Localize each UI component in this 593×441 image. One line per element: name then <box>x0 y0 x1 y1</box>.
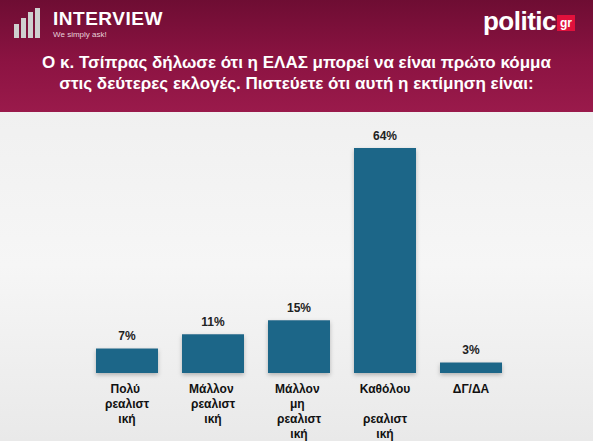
svg-text:ική: ική <box>376 427 393 441</box>
svg-text:ρεαλιστ: ρεαλιστ <box>277 412 322 426</box>
svg-text:ρεαλιστ: ρεαλιστ <box>191 397 236 411</box>
html-text:Ο κ. Τσίπρας δήλωσε ότι η ΕΛΑΣ: Ο κ. Τσίπρας δήλωσε ότι η ΕΛΑΣ μπορεί να… <box>42 53 551 93</box>
svg-text:Πολύ: Πολύ <box>111 382 144 396</box>
svg-text:Μάλλον: Μάλλον <box>275 382 323 396</box>
svg-text:ική: ική <box>290 427 307 441</box>
svg-text:3%: 3% <box>462 343 480 357</box>
html-text:We simply ask!: We simply ask! <box>53 30 107 39</box>
svg-text:ρεαλιστ: ρεαλιστ <box>105 397 150 411</box>
svg-text:ΔΓ/ΔΑ: ΔΓ/ΔΑ <box>453 382 490 396</box>
svg-text:Μάλλον: Μάλλον <box>189 382 237 396</box>
html-text:gr: gr <box>560 16 572 30</box>
svg-text:ρεαλιστ: ρεαλιστ <box>363 412 408 426</box>
html-text:INTERVIEW: INTERVIEW <box>53 8 163 29</box>
svg-text:64%: 64% <box>373 129 397 143</box>
svg-text:15%: 15% <box>287 301 311 315</box>
svg-text:ική: ική <box>204 412 221 426</box>
svg-text:ική: ική <box>118 412 135 426</box>
html-text:politic: politic <box>482 6 556 36</box>
svg-text:μη: μη <box>290 397 308 411</box>
svg-text:11%: 11% <box>201 315 225 329</box>
svg-text:7%: 7% <box>118 329 136 343</box>
svg-text:Καθόλου: Καθόλου <box>360 382 410 396</box>
